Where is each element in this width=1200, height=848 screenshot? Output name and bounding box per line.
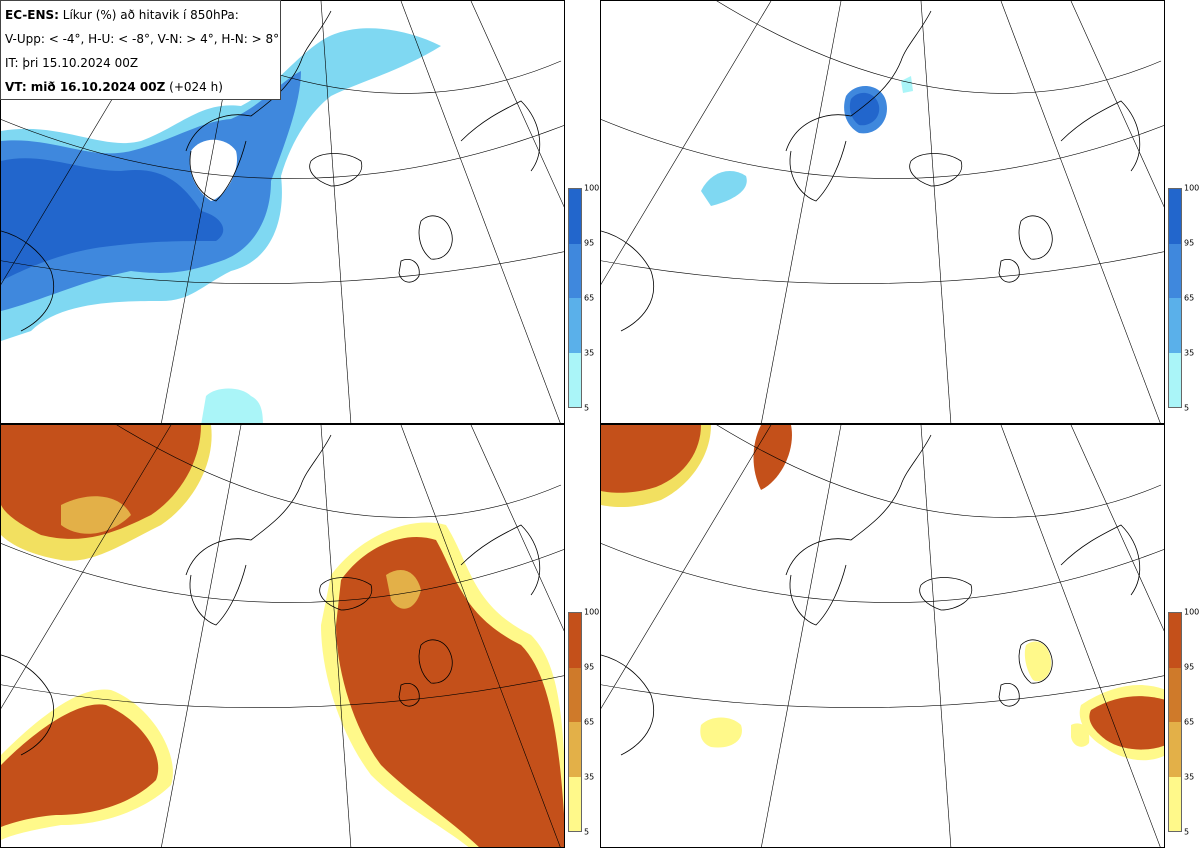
map-panel-cold-4 — [0, 0, 565, 424]
tick-label: 100 — [584, 183, 600, 193]
probability-field — [1, 28, 441, 423]
tick-label: 5 — [1184, 403, 1190, 413]
legend-box: EC-ENS: Líkur (%) að hitavik í 850hPa: V… — [0, 0, 281, 100]
map-panel-warm-4 — [0, 424, 565, 848]
coastlines — [601, 10, 1141, 332]
tick-label: 5 — [584, 403, 590, 413]
tick-label: 5 — [584, 827, 590, 837]
tick-label: 35 — [584, 348, 595, 358]
map-panel-warm-8 — [600, 424, 1165, 848]
legend-model: EC-ENS: — [5, 8, 59, 22]
legend-valid-time: VT: mið 16.10.2024 00Z — [5, 80, 166, 94]
tick-label: 95 — [1184, 662, 1195, 672]
graticule — [1, 425, 564, 847]
tick-label: 65 — [584, 293, 595, 303]
graticule — [601, 425, 1164, 847]
tick-label: 35 — [584, 772, 595, 782]
tick-label: 35 — [1184, 772, 1195, 782]
colorbar-orange-left — [568, 612, 582, 832]
legend-description: Líkur (%) að hitavik í 850hPa: — [58, 8, 239, 22]
tick-label: 100 — [1184, 607, 1200, 617]
tick-label: 35 — [1184, 348, 1195, 358]
map-canvas — [1, 425, 564, 847]
tick-label: 65 — [584, 717, 595, 727]
legend-line-3: IT: þri 15.10.2024 00Z — [5, 56, 139, 70]
legend-line-2: V-Upp: < -4°, H-U: < -8°, V-N: > 4°, H-N… — [5, 32, 280, 46]
tick-label: 95 — [1184, 238, 1195, 248]
map-canvas — [601, 425, 1164, 847]
map-canvas — [1, 1, 564, 423]
colorbar-blue-left — [568, 188, 582, 408]
probability-field — [701, 76, 913, 206]
tick-label: 65 — [1184, 717, 1195, 727]
probability-field — [1, 425, 564, 847]
legend-line-1: EC-ENS: Líkur (%) að hitavik í 850hPa: — [5, 3, 276, 27]
tick-label: 95 — [584, 662, 595, 672]
tick-label: 95 — [584, 238, 595, 248]
colorbar-orange-right — [1168, 612, 1182, 832]
map-canvas — [601, 1, 1164, 423]
coastlines — [1, 434, 541, 756]
graticule — [601, 1, 1164, 423]
colorbar-blue-right — [1168, 188, 1182, 408]
tick-label: 100 — [584, 607, 600, 617]
legend-lead-time: (+024 h) — [165, 80, 223, 94]
map-panel-cold-8 — [600, 0, 1165, 424]
coastlines — [601, 434, 1141, 756]
legend-line-4: VT: mið 16.10.2024 00Z (+024 h) — [5, 75, 276, 99]
tick-label: 5 — [1184, 827, 1190, 837]
tick-label: 100 — [1184, 183, 1200, 193]
tick-label: 65 — [1184, 293, 1195, 303]
probability-field — [601, 425, 1164, 761]
